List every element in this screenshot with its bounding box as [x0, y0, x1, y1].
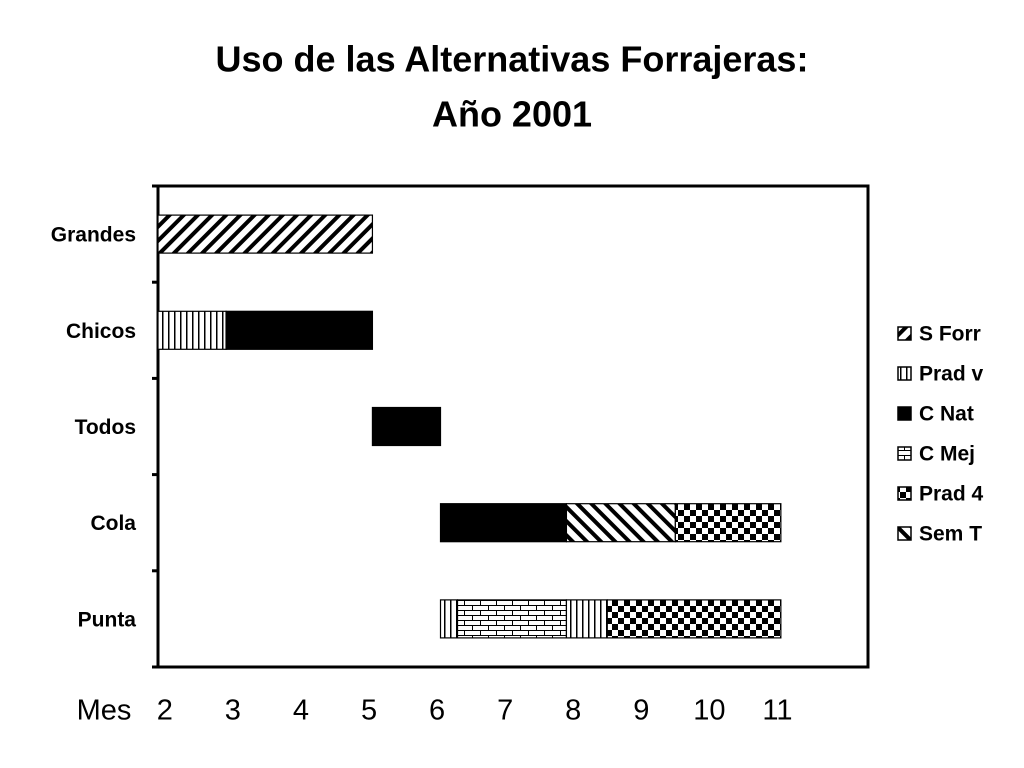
category-label: Grandes [51, 224, 136, 247]
legend-label: Prad v [919, 363, 984, 386]
plot-frame [156, 184, 870, 669]
bar-segment [456, 599, 568, 639]
legend-label: Sem T [919, 523, 982, 546]
legend-label: C Mej [919, 443, 975, 466]
x-tick-label: 9 [633, 695, 649, 727]
bar-segment [439, 503, 568, 543]
bar-segment [674, 503, 782, 543]
legend-swatch [897, 526, 912, 541]
x-tick-label: 4 [293, 695, 309, 727]
bar-segment [157, 310, 227, 350]
x-tick-label: 11 [762, 695, 792, 727]
legend-swatch [897, 486, 912, 501]
category-label: Cola [90, 512, 136, 535]
x-tick-label: 7 [497, 695, 513, 727]
bar-segment [606, 599, 782, 639]
bar-segment [439, 599, 459, 639]
category-label: Punta [78, 608, 137, 631]
legend-label: S Forr [919, 323, 981, 346]
category-label: Todos [75, 416, 136, 439]
x-tick-label: 5 [361, 695, 377, 727]
x-tick-label: 8 [565, 695, 581, 727]
chart-subtitle: Año 2001 [432, 94, 592, 135]
bar-segment [371, 406, 442, 447]
bar-segment [225, 310, 374, 350]
x-tick-label: 3 [225, 695, 241, 727]
x-tick-label: 2 [157, 695, 173, 727]
category-label: Chicos [66, 320, 136, 343]
bar-segment [565, 599, 608, 639]
legend-swatch [897, 326, 912, 341]
chart-title: Uso de las Alternativas Forrajeras: [216, 39, 809, 80]
x-tick-label: 6 [429, 695, 445, 727]
legend-label: Prad 4 [919, 483, 984, 506]
x-axis-label: Mes [77, 695, 132, 727]
bar-segment [157, 214, 374, 254]
legend-swatch [897, 446, 912, 461]
bar-segment [565, 503, 676, 543]
legend-swatch [897, 406, 912, 421]
legend-swatch [897, 366, 912, 381]
x-tick-label: 10 [693, 695, 725, 727]
legend-label: C Nat [919, 403, 974, 426]
